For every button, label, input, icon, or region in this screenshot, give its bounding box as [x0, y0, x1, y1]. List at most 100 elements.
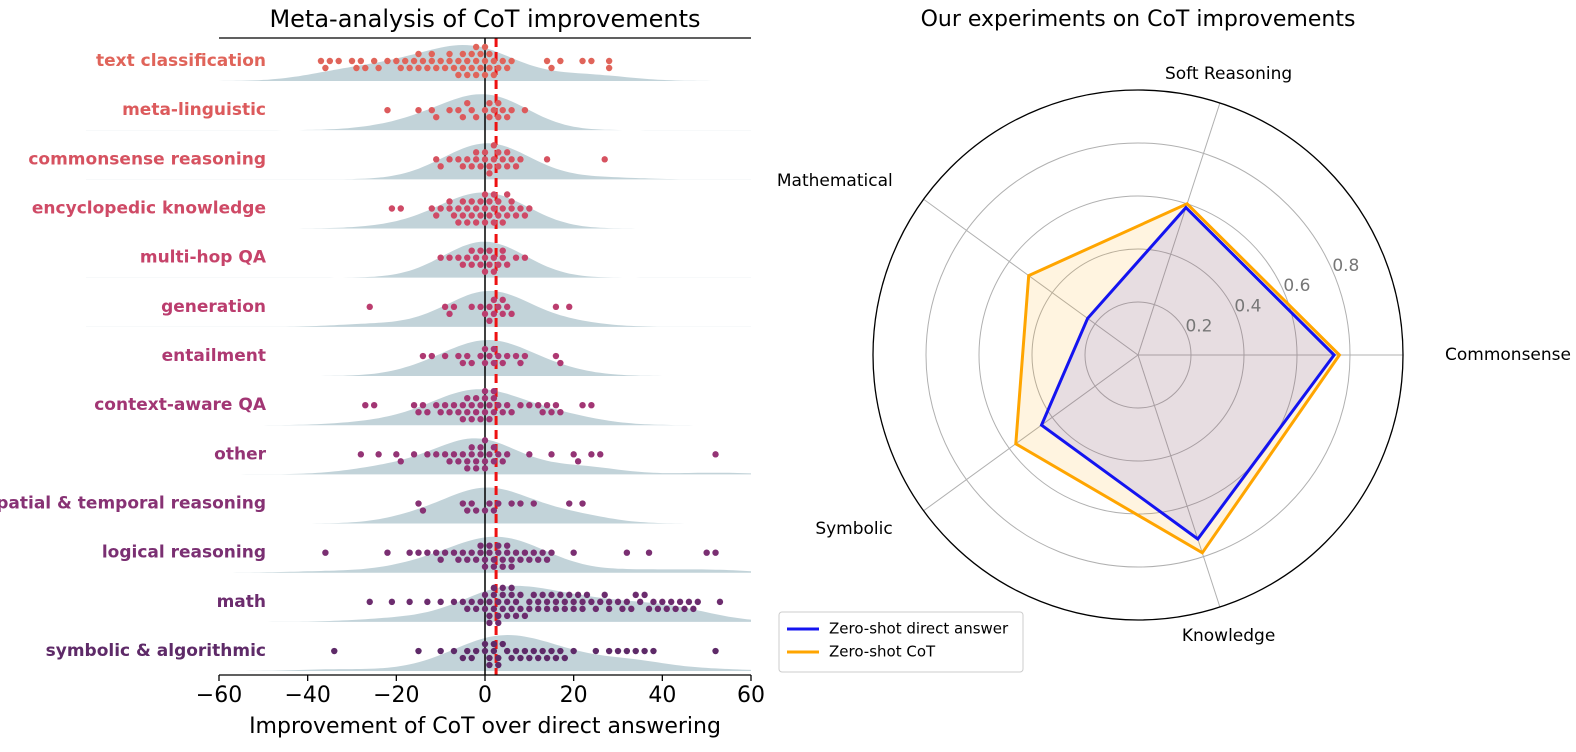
- dot: [472, 57, 480, 65]
- dot: [712, 647, 719, 655]
- dot: [614, 647, 622, 655]
- dot: [459, 451, 467, 458]
- category-label: spatial & temporal reasoning: [0, 494, 266, 514]
- dot: [481, 149, 489, 156]
- dot: [384, 106, 391, 114]
- dot: [508, 500, 515, 507]
- dot: [490, 394, 498, 402]
- dot: [433, 549, 440, 556]
- dot: [570, 605, 577, 613]
- dot: [468, 415, 475, 423]
- dot: [641, 591, 648, 599]
- dot: [566, 500, 573, 507]
- dot: [623, 549, 631, 556]
- dot: [415, 500, 422, 507]
- dot: [588, 57, 595, 65]
- dot: [455, 156, 462, 163]
- dot: [543, 598, 551, 606]
- dot: [654, 605, 662, 613]
- dot: [362, 401, 369, 409]
- dot: [477, 64, 484, 72]
- dot: [517, 401, 524, 409]
- dot: [503, 191, 511, 198]
- dot: [508, 563, 515, 570]
- dot: [508, 654, 515, 662]
- dot: [548, 647, 555, 655]
- dot: [450, 451, 458, 458]
- axis-label: Commonsense: [1445, 345, 1571, 365]
- dot: [486, 99, 493, 107]
- dot: [433, 156, 440, 163]
- dot: [481, 458, 489, 465]
- dot: [437, 647, 444, 655]
- dot: [659, 598, 666, 606]
- dot: [459, 401, 467, 409]
- dot: [464, 507, 471, 514]
- category-label: math: [217, 592, 266, 612]
- dot: [508, 408, 515, 416]
- dot: [535, 654, 542, 662]
- dot: [495, 654, 502, 662]
- dot: [557, 647, 564, 655]
- dot: [486, 170, 493, 177]
- x-tick-label: 20: [560, 683, 588, 708]
- dot: [601, 156, 608, 163]
- dot: [517, 359, 524, 367]
- dot: [384, 549, 391, 556]
- dot: [499, 156, 506, 163]
- dot: [486, 415, 493, 423]
- chart-title: Meta-analysis of CoT improvements: [269, 5, 700, 33]
- dot: [486, 64, 493, 72]
- dot: [481, 310, 489, 318]
- dot: [455, 458, 462, 465]
- dot: [570, 598, 577, 606]
- dot: [472, 408, 480, 416]
- dot: [543, 605, 551, 613]
- dot: [441, 64, 449, 72]
- dot: [526, 205, 533, 212]
- dot: [552, 598, 560, 606]
- dot: [464, 99, 471, 107]
- dot: [468, 598, 475, 606]
- dot: [499, 205, 506, 212]
- dot: [605, 605, 613, 613]
- dot: [486, 50, 493, 58]
- dot: [481, 640, 489, 648]
- dot: [357, 57, 365, 65]
- dot: [481, 71, 489, 79]
- dot: [641, 647, 648, 655]
- axis-label: Symbolic: [815, 519, 892, 539]
- dot: [441, 549, 449, 556]
- dot: [712, 549, 719, 556]
- dot: [446, 156, 453, 163]
- dot: [472, 647, 480, 655]
- dot: [455, 106, 462, 114]
- dot: [419, 401, 427, 409]
- dot: [446, 57, 453, 65]
- dot: [570, 647, 577, 655]
- dot: [632, 591, 639, 599]
- dot: [441, 303, 449, 311]
- dot: [459, 212, 467, 219]
- dot: [406, 64, 413, 72]
- dot: [486, 619, 493, 627]
- dot: [486, 261, 493, 268]
- density: [86, 536, 751, 573]
- dot: [472, 71, 480, 79]
- dot: [495, 149, 502, 156]
- dot: [481, 191, 489, 198]
- dot: [437, 254, 444, 261]
- dot: [472, 556, 480, 563]
- dot: [539, 408, 546, 416]
- dot: [486, 352, 493, 360]
- dot: [592, 647, 600, 655]
- dot: [490, 640, 498, 648]
- dot: [490, 191, 498, 198]
- dot: [397, 458, 404, 465]
- dot: [539, 647, 546, 655]
- dot: [486, 401, 493, 409]
- dot: [490, 296, 498, 304]
- dot: [459, 359, 467, 367]
- dot: [472, 507, 480, 514]
- dot: [552, 352, 560, 360]
